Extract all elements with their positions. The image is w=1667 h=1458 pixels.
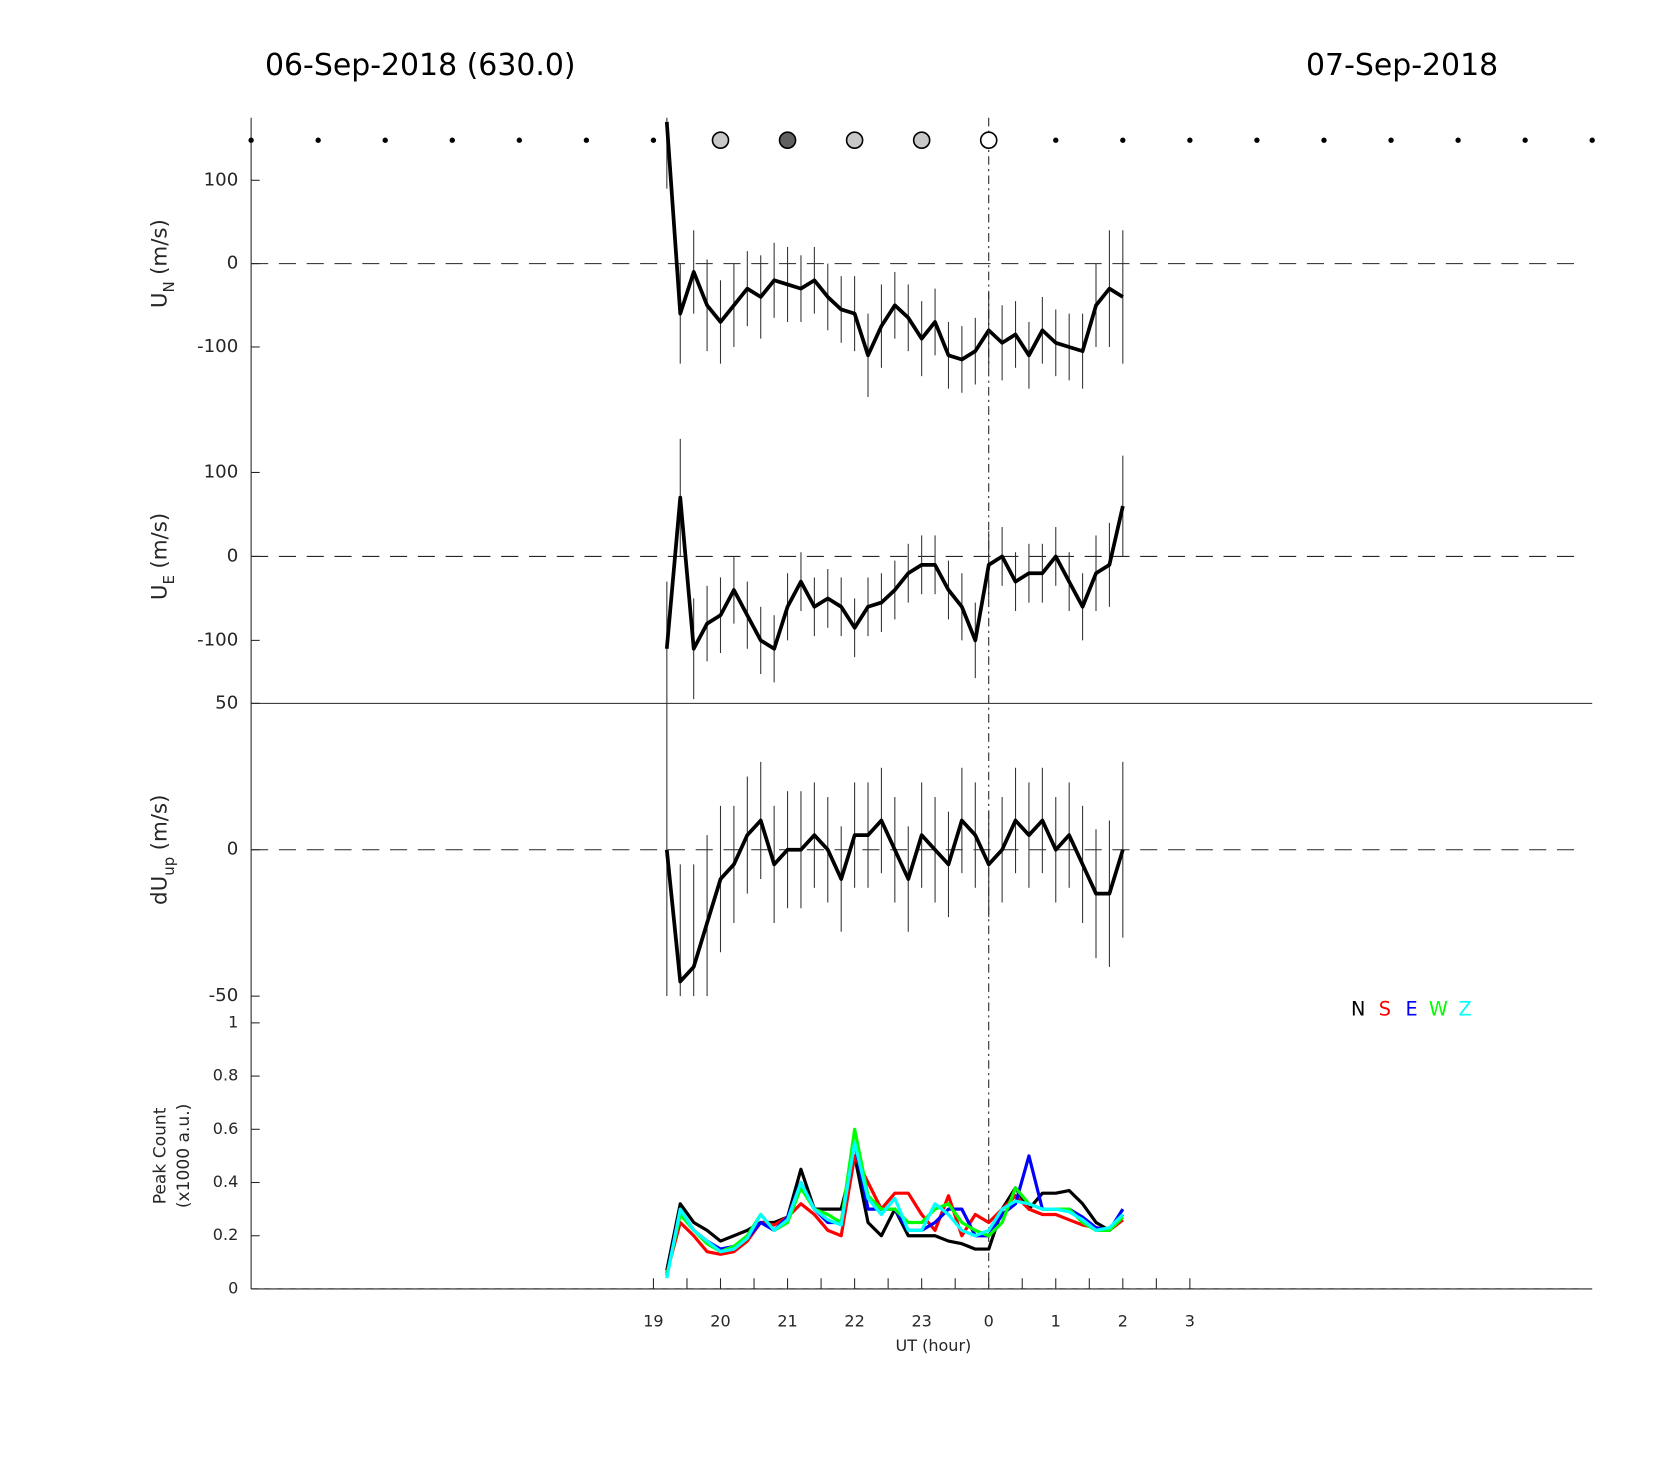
plot-area [664, 438, 1125, 704]
data-line [664, 121, 1124, 362]
legend-entry: N [1351, 998, 1365, 1021]
marker-dot [1254, 137, 1260, 143]
marker-circle [979, 131, 998, 150]
x-axis-label: UT (hour) [896, 1336, 972, 1355]
marker-dot [1388, 137, 1394, 143]
y-tick-label: 100 [204, 169, 239, 190]
y-axis-label-main: U [147, 293, 172, 309]
marker-circle [845, 131, 864, 150]
y-axis-label: UE (m/s) [147, 513, 177, 600]
marker-circle [778, 131, 797, 150]
marker-dot [516, 137, 523, 143]
legend-entry: Z [1458, 998, 1471, 1021]
marker-dot [1187, 137, 1193, 143]
y-axis-label-sub: up [159, 857, 177, 876]
y-axis-label: Peak Count [150, 1107, 170, 1204]
y-axis-label-sub: N [159, 281, 177, 292]
y-axis-label-unit: (m/s) [147, 795, 172, 851]
y-axis-label: dUup (m/s) [147, 795, 177, 905]
y-tick-label: 0 [228, 1278, 238, 1297]
marker-dot [449, 137, 455, 143]
legend-entry: W [1429, 998, 1448, 1021]
marker-circle [711, 131, 730, 150]
x-tick-label: 1 [1051, 1312, 1061, 1331]
x-tick-label: 3 [1185, 1312, 1195, 1331]
marker-dot [1120, 137, 1126, 143]
x-tick-label: 2 [1118, 1312, 1128, 1331]
marker-dot [1455, 137, 1461, 143]
legend-entry: S [1379, 998, 1391, 1021]
y-tick-label: 0 [227, 839, 239, 860]
y-axis-label-unit: (m/s) [147, 219, 172, 275]
data-line [664, 495, 1125, 651]
x-tick-label: 0 [984, 1312, 994, 1331]
marker-dot [248, 137, 254, 143]
y-axis-label-unit: (m/s) [147, 513, 172, 569]
y-tick-label: 0.6 [213, 1119, 238, 1138]
x-tick-label: 22 [844, 1312, 864, 1331]
marker-dot [583, 137, 590, 143]
data-line [664, 818, 1125, 984]
y-axis-label-main: dU [147, 876, 172, 905]
y-tick-label: 0.4 [213, 1172, 238, 1191]
x-tick-label: 20 [710, 1312, 730, 1331]
marker-dot [1053, 137, 1059, 143]
chart-title: 06-Sep-2018 (630.0) [265, 48, 576, 83]
y-tick-label: 0 [227, 253, 239, 274]
marker-dot [1321, 137, 1327, 143]
x-tick-label: 19 [643, 1312, 663, 1331]
marker-circle [912, 131, 931, 150]
y-axis-label: UN (m/s) [147, 219, 177, 308]
y-tick-label: 0.8 [213, 1066, 238, 1085]
y-tick-label: 100 [204, 461, 239, 482]
y-tick-label: -100 [197, 629, 238, 650]
y-tick-label: -50 [209, 985, 239, 1006]
y-tick-label: 0.2 [213, 1225, 238, 1244]
marker-dot [1522, 137, 1528, 143]
plot-area [664, 117, 1124, 397]
x-tick-label: 23 [911, 1312, 931, 1331]
y-axis-label-sub: E [159, 575, 177, 584]
marker-dot [382, 137, 388, 143]
y-tick-label: 0 [227, 545, 239, 566]
marker-dot [1589, 137, 1595, 143]
y-axis-label-main: U [147, 584, 172, 600]
marker-dot [650, 137, 657, 143]
y-tick-label: 1 [228, 1012, 238, 1031]
x-tick-label: 21 [777, 1312, 797, 1331]
y-axis-label: (x1000 a.u.) [174, 1104, 194, 1208]
legend-entry: E [1406, 998, 1418, 1021]
y-tick-label: -100 [197, 336, 238, 357]
chart-title-right: 07-Sep-2018 [1306, 48, 1498, 83]
series-line [665, 1140, 1124, 1279]
y-tick-label: 50 [215, 692, 238, 713]
series-line [665, 1154, 1124, 1274]
marker-dot [315, 137, 321, 143]
plot-area [664, 703, 1125, 997]
plot-area [665, 1127, 1125, 1279]
